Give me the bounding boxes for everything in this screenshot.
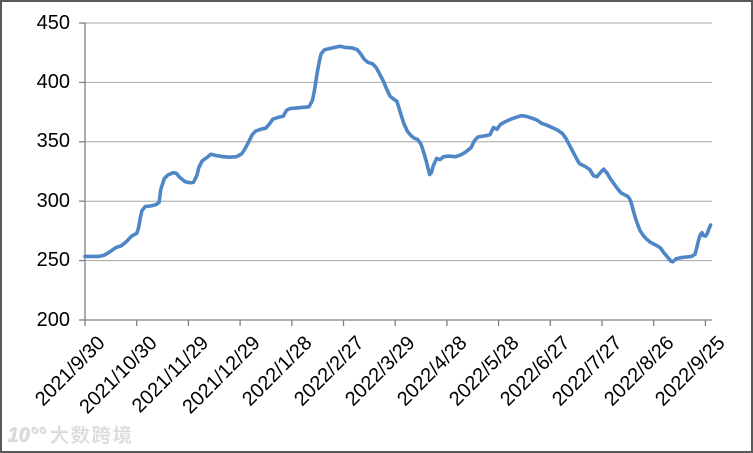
y-tick-label: 450 bbox=[36, 11, 70, 34]
y-tick-label: 300 bbox=[36, 189, 70, 212]
data-series bbox=[83, 44, 713, 264]
y-tick-label: 200 bbox=[36, 308, 70, 331]
watermark-logo-icon: 10°° bbox=[8, 425, 47, 447]
watermark-text: 大数跨境 bbox=[50, 426, 135, 447]
axes bbox=[79, 22, 712, 326]
y-tick-label: 350 bbox=[36, 130, 70, 153]
y-tick-label: 250 bbox=[36, 249, 70, 272]
data-line-daily-index bbox=[83, 44, 713, 264]
y-tick-label: 400 bbox=[36, 70, 70, 93]
watermark: 10°° 大数跨境 bbox=[8, 421, 134, 448]
gridlines bbox=[85, 22, 712, 262]
